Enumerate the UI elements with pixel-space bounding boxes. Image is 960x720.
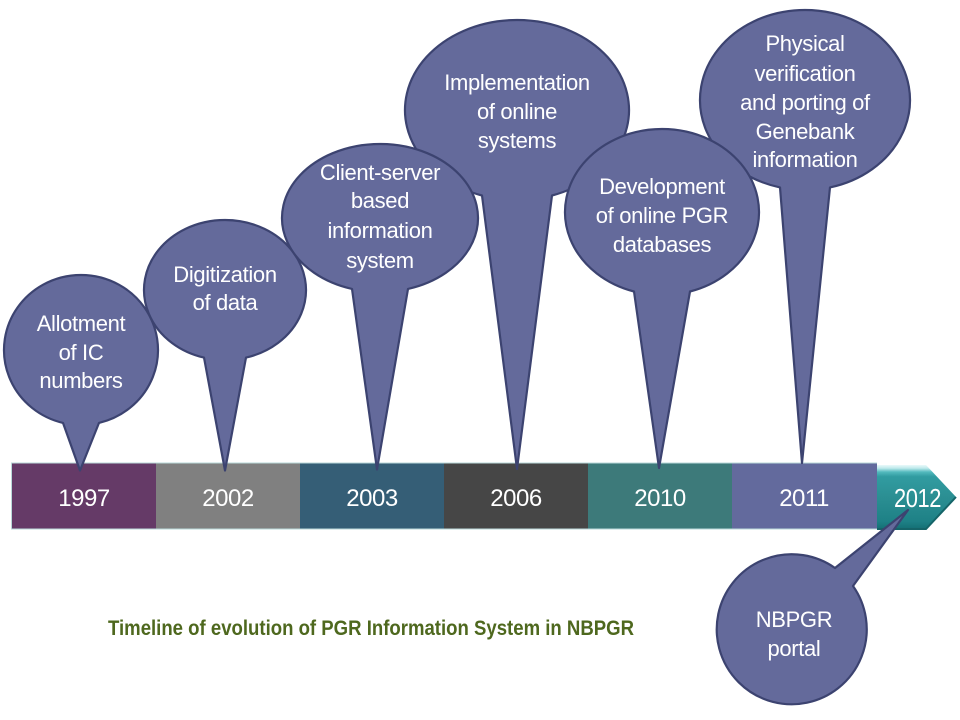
svg-text:databases: databases — [613, 232, 712, 257]
svg-text:Physical: Physical — [765, 31, 844, 56]
svg-text:Client-server: Client-server — [320, 160, 440, 185]
svg-text:of online: of online — [477, 99, 557, 124]
svg-text:NBPGR: NBPGR — [756, 607, 833, 632]
svg-text:system: system — [346, 248, 414, 273]
svg-text:portal: portal — [768, 636, 821, 661]
svg-text:systems: systems — [478, 128, 557, 153]
svg-text:2012: 2012 — [894, 483, 941, 513]
svg-text:Timeline of evolution of PGR I: Timeline of evolution of PGR Information… — [108, 617, 634, 640]
svg-text:2002: 2002 — [202, 485, 254, 512]
svg-text:of IC: of IC — [59, 340, 104, 365]
svg-text:based: based — [351, 188, 409, 213]
svg-text:Digitization: Digitization — [173, 262, 276, 287]
svg-text:verification: verification — [755, 61, 856, 86]
svg-text:of online PGR: of online PGR — [596, 203, 728, 228]
svg-text:Allotment: Allotment — [37, 311, 126, 336]
svg-text:information: information — [328, 218, 433, 243]
svg-text:1997: 1997 — [58, 485, 110, 512]
svg-text:Genebank: Genebank — [756, 119, 856, 144]
svg-text:of data: of data — [193, 290, 259, 315]
svg-text:Development: Development — [599, 174, 725, 199]
svg-text:Implementation: Implementation — [444, 70, 590, 95]
svg-text:information: information — [753, 147, 858, 172]
svg-text:and porting of: and porting of — [740, 90, 871, 115]
svg-text:2010: 2010 — [634, 485, 686, 512]
svg-text:numbers: numbers — [39, 368, 122, 393]
svg-text:2011: 2011 — [779, 485, 829, 512]
svg-text:2006: 2006 — [490, 485, 542, 512]
svg-text:2003: 2003 — [346, 485, 398, 512]
